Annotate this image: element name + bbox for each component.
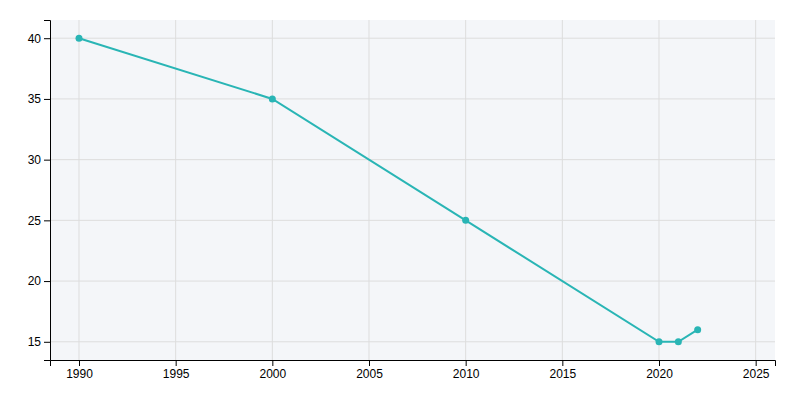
x-tick-label: 2005: [356, 367, 383, 381]
grid-line-y: [50, 220, 775, 221]
x-tick: 2025: [743, 360, 770, 381]
x-tick-mark: [176, 360, 177, 366]
x-tick: 2000: [259, 360, 286, 381]
grid-line-x: [659, 20, 660, 360]
x-tick-label: 2015: [549, 367, 576, 381]
marker: [269, 95, 276, 102]
x-tick-mark: [79, 360, 80, 366]
marker: [656, 338, 663, 345]
grid-line-x: [175, 20, 176, 360]
y-tick-mark: [44, 281, 50, 282]
x-tick-label: 1995: [163, 367, 190, 381]
series: [76, 35, 702, 346]
y-tick: 20: [28, 274, 50, 288]
y-axis-line: [44, 21, 51, 361]
plot: 1990199520002005201020152020202515202530…: [28, 20, 776, 381]
y-tick-mark: [44, 99, 50, 100]
x-tick: 2010: [453, 360, 480, 381]
line: [79, 38, 698, 342]
marker: [675, 338, 682, 345]
grid: [50, 20, 775, 360]
marker: [76, 35, 83, 42]
x-tick-label: 1990: [66, 367, 93, 381]
x-tick-mark: [756, 360, 757, 366]
x-tick-mark: [466, 360, 467, 366]
y-tick-label: 40: [28, 32, 42, 46]
y-axis: 15 20 25 30 35 40: [28, 21, 51, 361]
y-tick-label: 20: [28, 274, 42, 288]
x-tick: 1995: [163, 360, 190, 381]
y-tick: 35: [28, 92, 50, 106]
grid-line-x: [369, 20, 370, 360]
x-tick-mark: [369, 360, 370, 366]
x-tick-label: 2025: [743, 367, 770, 381]
y-tick: 25: [28, 214, 50, 228]
plot-background: [50, 20, 775, 360]
x-tick: 1990: [66, 360, 93, 381]
y-tick-mark: [44, 220, 50, 221]
x-tick-label: 2010: [453, 367, 480, 381]
grid-line-x: [272, 20, 273, 360]
x-tick: 2020: [646, 360, 673, 381]
x-tick: 2005: [356, 360, 383, 381]
grid-line-y: [50, 98, 775, 99]
x-tick-label: 2020: [646, 367, 673, 381]
x-tick-mark: [562, 360, 563, 366]
y-tick-label: 30: [28, 153, 42, 167]
y-tick-mark: [44, 342, 50, 343]
x-tick-label: 2000: [259, 367, 286, 381]
grid-line-y: [50, 281, 775, 282]
y-tick: 15: [28, 335, 50, 349]
marker: [462, 217, 469, 224]
grid-line-x: [465, 20, 466, 360]
grid-line-x: [562, 20, 563, 360]
y-tick-label: 35: [28, 92, 42, 106]
x-axis-line: [51, 361, 776, 367]
grid-line-x: [755, 20, 756, 360]
y-tick-mark: [44, 38, 50, 39]
y-tick-mark: [44, 160, 50, 161]
y-tick: 30: [28, 153, 50, 167]
grid-line-x: [79, 20, 80, 360]
x-tick-mark: [659, 360, 660, 366]
grid-line-y: [50, 38, 775, 39]
grid-line-y: [50, 159, 775, 160]
y-tick-label: 15: [28, 335, 42, 349]
chart: 1990199520002005201020152020202515202530…: [0, 0, 800, 400]
x-tick: 2015: [549, 360, 576, 381]
x-axis: 1990 1995 2000 2005 2010 2015 2020 2025: [51, 360, 776, 381]
x-tick-mark: [272, 360, 273, 366]
y-tick: 40: [28, 32, 50, 46]
y-tick-label: 25: [28, 214, 42, 228]
marker: [694, 326, 701, 333]
